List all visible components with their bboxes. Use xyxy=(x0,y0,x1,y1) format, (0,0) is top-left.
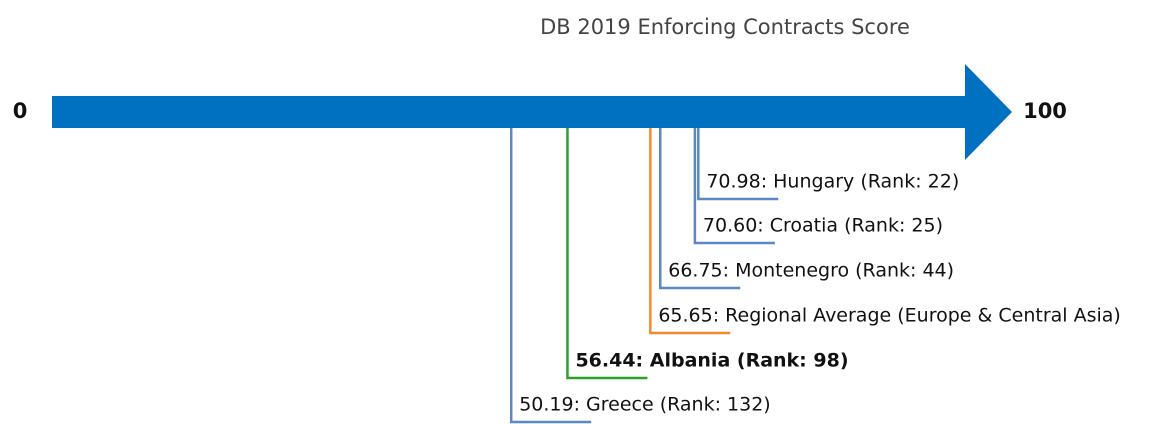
x-tick-label: 0 xyxy=(13,99,28,123)
value-label: 66.75: Montenegro (Rank: 44) xyxy=(668,260,954,282)
value-label: 70.60: Croatia (Rank: 25) xyxy=(703,215,943,237)
x-tick-label: 100 xyxy=(1023,99,1067,123)
value-label: 50.19: Greece (Rank: 132) xyxy=(519,394,771,416)
marker-line xyxy=(509,128,592,424)
chart-title: DB 2019 Enforcing Contracts Score xyxy=(540,15,910,39)
value-label: 70.98: Hungary (Rank: 22) xyxy=(706,171,959,193)
axis-arrow xyxy=(52,64,1012,160)
marker-line xyxy=(566,128,648,380)
marker-line xyxy=(697,128,779,201)
value-label: 56.44: Albania (Rank: 98) xyxy=(575,350,848,372)
value-label: 65.65: Regional Average (Europe & Centra… xyxy=(658,305,1120,327)
marker-line xyxy=(659,128,741,290)
marker-line xyxy=(693,128,775,245)
marker-line xyxy=(649,128,731,335)
